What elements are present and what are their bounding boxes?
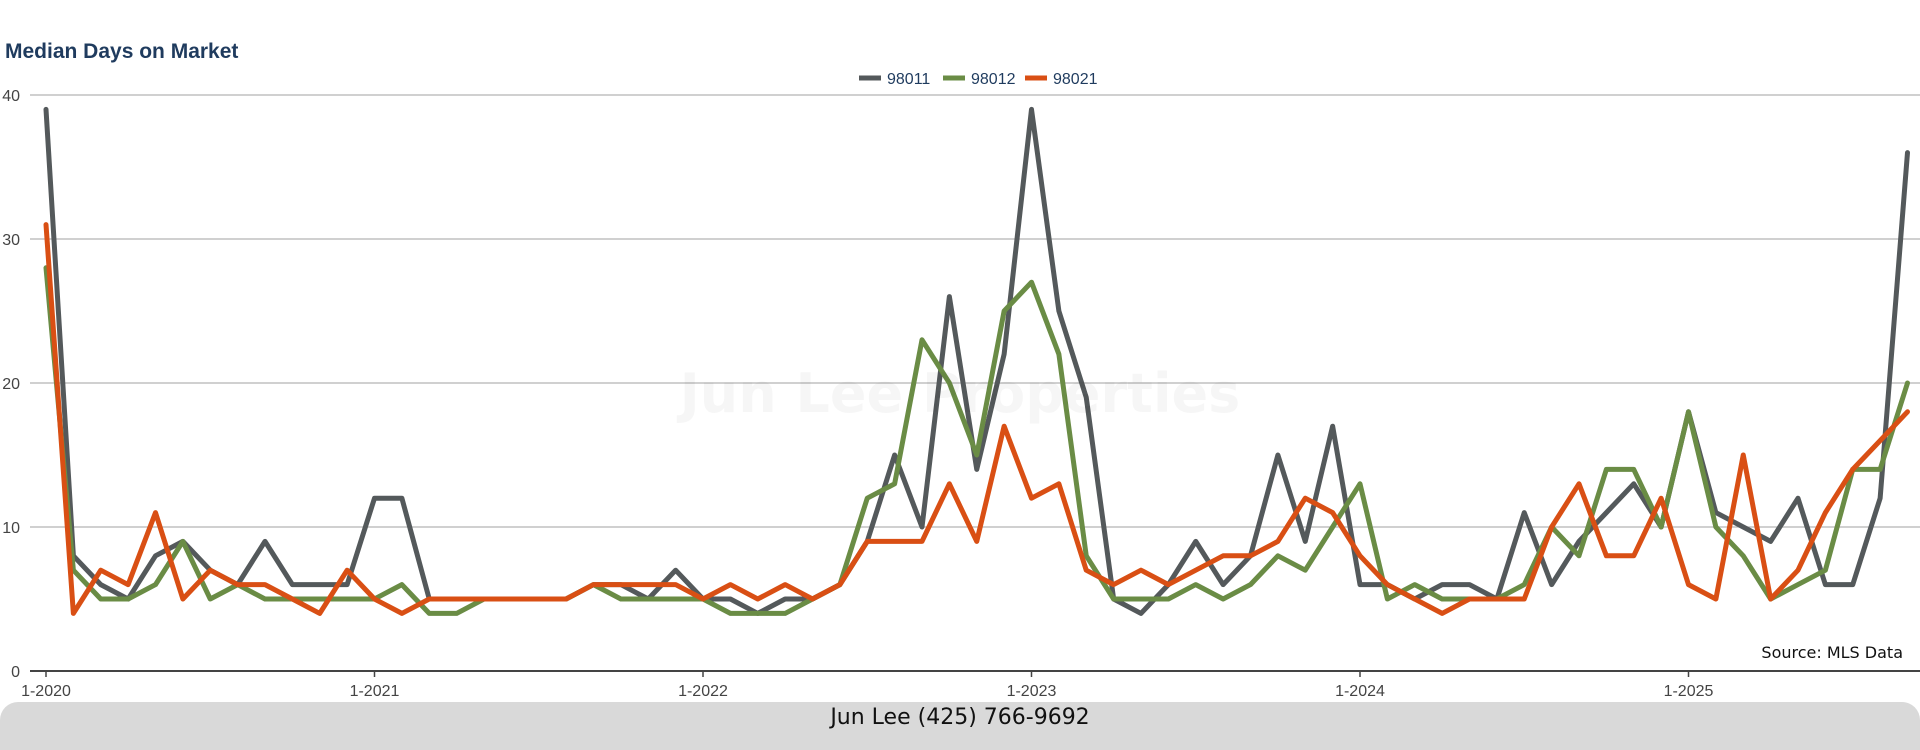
legend: 98011 98012 98021 [859,71,1098,88]
legend-label-98021: 98021 [1053,71,1098,88]
legend-label-98012: 98012 [971,71,1016,88]
x-tick-label: 1-2025 [1664,683,1714,700]
footer-contact: Jun Lee (425) 766-9692 [830,705,1090,730]
x-tick-label: 1-2020 [21,683,71,700]
legend-label-98011: 98011 [887,71,930,88]
y-tick-label: 10 [2,520,20,537]
chart-title: Median Days on Market [5,40,239,63]
axes: 0 10 20 30 40 1-2020 1-2021 1-2022 1-2023 1-2024 1… [2,88,1920,700]
series-line-98011 [43,106,1910,616]
series-line-98012 [43,265,1910,616]
footer-bar [0,702,1920,750]
y-tick-label: 0 [11,664,20,681]
y-tick-label: 30 [2,232,20,249]
x-tick-label: 1-2022 [678,683,728,700]
gridlines [30,94,1920,528]
y-tick-label: 20 [2,376,20,393]
series-lines [43,106,1910,616]
series-line-98021 [43,222,1910,616]
x-tick-label: 1-2024 [1335,683,1385,700]
source-note: Source: MLS Data [1761,643,1903,662]
x-tick-label: 1-2021 [350,683,400,700]
y-tick-label: 40 [2,88,20,105]
x-tick-label: 1-2023 [1007,683,1057,700]
